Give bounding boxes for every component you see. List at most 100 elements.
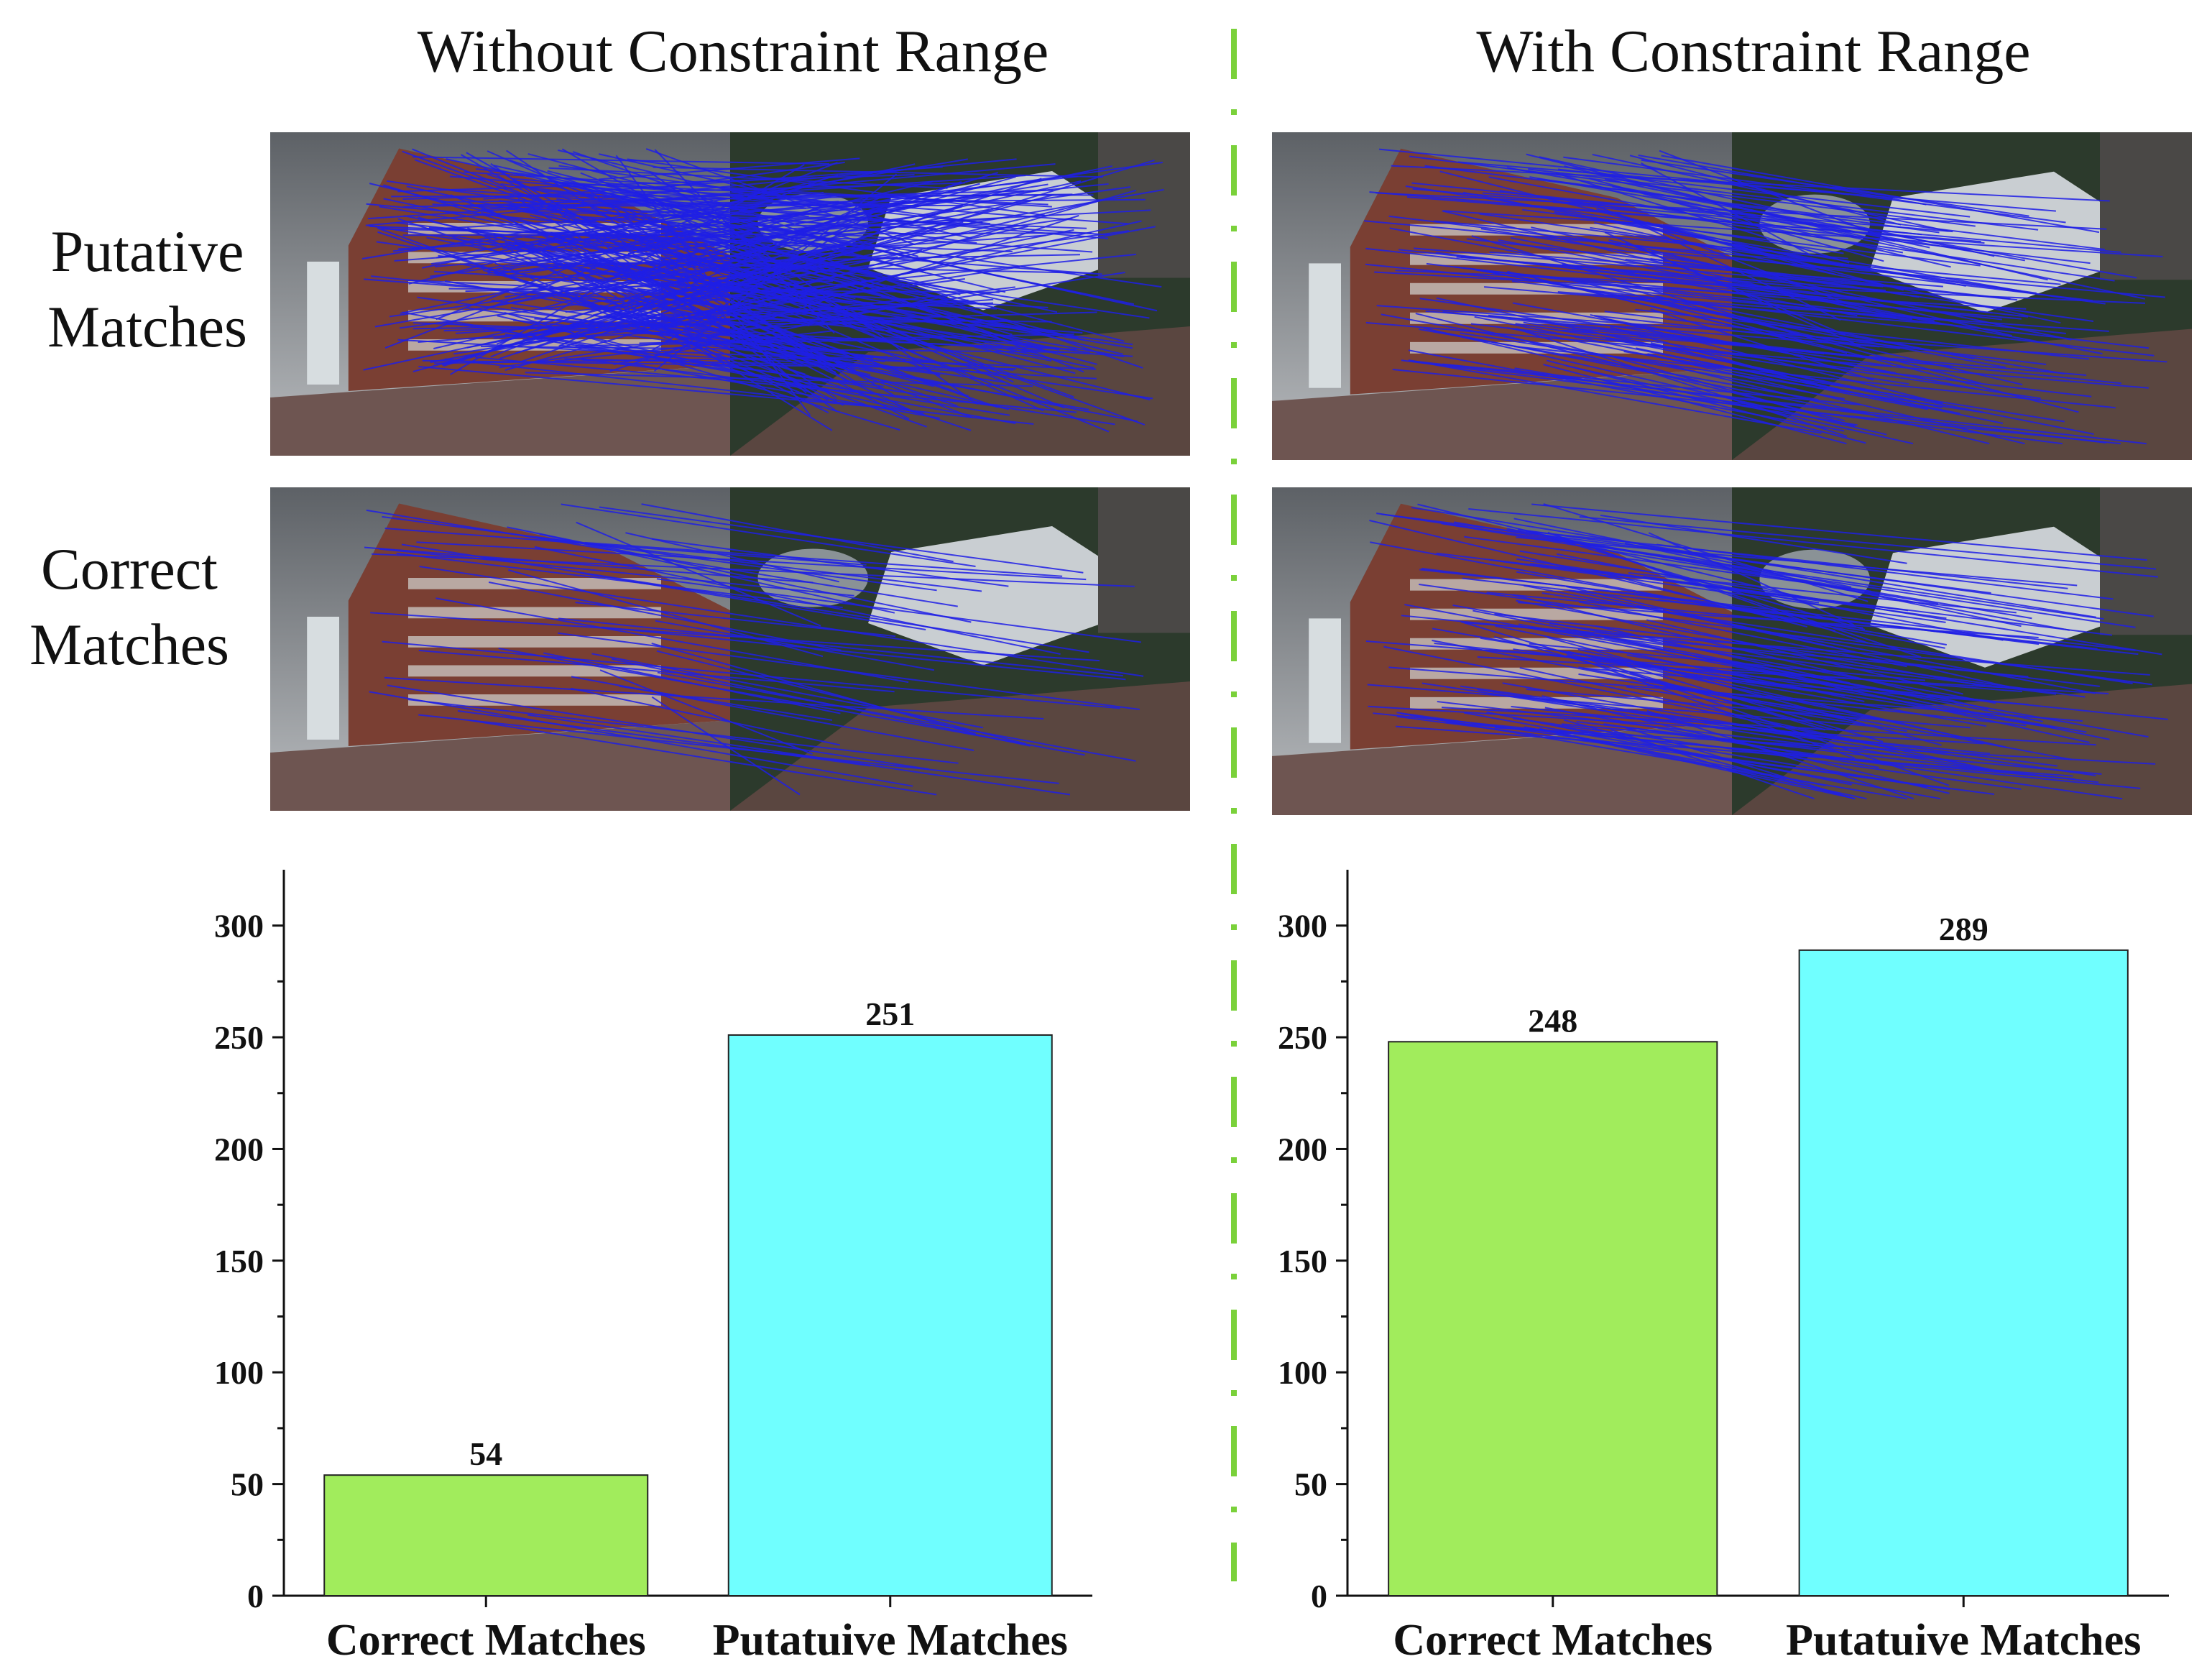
photo-window-row — [408, 694, 661, 706]
match-line — [1646, 710, 1914, 800]
photo-window-row — [1410, 341, 1663, 354]
match-line — [1656, 543, 2114, 600]
match-line — [1512, 717, 2022, 790]
y-tick-label: 200 — [1278, 1131, 1327, 1167]
match-line — [655, 620, 935, 671]
match-line — [487, 150, 1014, 383]
match-line — [418, 714, 1059, 784]
match-line — [382, 515, 937, 592]
match-line — [365, 163, 1056, 226]
match-line — [656, 650, 1026, 745]
bar-putative-matches — [1798, 949, 2129, 1596]
match-line — [1426, 262, 2149, 349]
match-line — [1396, 712, 1950, 790]
match-line — [622, 334, 940, 375]
match-line — [1442, 363, 1861, 406]
match-line — [561, 503, 976, 567]
photo-tower — [307, 262, 339, 385]
photo-left-correct — [270, 487, 1190, 811]
match-line — [382, 640, 1120, 709]
match-line — [1369, 191, 1985, 244]
match-line — [504, 333, 1010, 416]
match-line — [436, 597, 909, 684]
match-line — [1374, 271, 2027, 310]
match-line — [580, 172, 1084, 373]
match-line — [1519, 667, 2001, 773]
x-category-label: Putatuive Matches — [713, 1616, 1068, 1664]
match-line — [450, 194, 802, 346]
match-line — [641, 503, 954, 563]
match-line — [512, 178, 1128, 225]
match-line — [1392, 368, 2121, 445]
match-line — [422, 359, 1016, 370]
bar-data-label: 289 — [1939, 911, 1989, 947]
match-line — [417, 296, 885, 363]
match-line — [1562, 723, 2102, 775]
match-line — [367, 175, 1026, 220]
photo-right-putative — [1272, 132, 2192, 460]
match-line — [1437, 701, 1834, 748]
match-line — [1542, 695, 1950, 794]
match-line — [1470, 323, 2092, 397]
match-line — [633, 224, 852, 320]
match-line — [1435, 252, 1834, 300]
photo-plaza — [730, 681, 1190, 811]
match-line — [1506, 167, 2137, 279]
match-line — [657, 671, 1136, 762]
match-line — [1647, 353, 2025, 445]
x-category-label: Putatuive Matches — [1786, 1616, 2141, 1664]
match-line — [1543, 364, 1847, 445]
match-line — [540, 176, 1016, 310]
match-line — [457, 709, 871, 767]
match-line — [1409, 155, 1976, 227]
match-line — [419, 566, 1144, 677]
y-tick-label: 250 — [1278, 1019, 1327, 1056]
match-line — [1625, 242, 1846, 336]
match-line — [1531, 503, 2147, 561]
photo-rooftops — [2100, 132, 2192, 280]
match-line — [383, 198, 856, 300]
match-line — [1378, 148, 1849, 196]
match-line — [402, 232, 1092, 236]
match-line — [645, 222, 1058, 313]
match-line — [404, 215, 1036, 354]
match-line — [1404, 604, 1853, 690]
match-line — [599, 669, 813, 755]
match-line — [389, 217, 1073, 318]
photo-plaza — [1732, 328, 2192, 460]
match-line — [539, 533, 895, 614]
match-line — [1565, 585, 2010, 688]
match-line — [434, 270, 1049, 308]
match-line — [592, 194, 1054, 316]
match-line — [384, 528, 867, 566]
photo-rooftops — [1098, 132, 1190, 278]
match-line — [443, 188, 1110, 236]
match-line — [1468, 508, 2158, 578]
match-line — [1414, 247, 1884, 288]
match-line — [515, 160, 1155, 354]
left-column-title: Without Constraint Range — [417, 18, 1049, 85]
match-line — [1412, 360, 2147, 445]
match-line — [1562, 540, 2104, 620]
photo-window-row — [408, 607, 661, 619]
x-category-label: Correct Matches — [326, 1616, 646, 1664]
match-line — [656, 578, 1141, 643]
right-column-title: With Constraint Range — [1476, 18, 2031, 85]
match-line — [1513, 648, 1813, 692]
match-line — [1396, 725, 2073, 777]
bar-data-label: 251 — [865, 996, 915, 1032]
match-line — [599, 506, 1084, 574]
match-line — [1436, 552, 1909, 612]
photo-tower — [307, 617, 339, 740]
y-tick-label: 300 — [214, 908, 264, 944]
photo-right-correct — [1272, 487, 2192, 815]
match-line — [625, 532, 839, 583]
match-line — [1594, 221, 2061, 324]
match-line — [1464, 535, 1871, 592]
match-line — [418, 365, 886, 409]
match-line — [604, 315, 1138, 423]
match-line — [625, 285, 851, 366]
match-line — [1551, 375, 2106, 443]
match-line — [1460, 621, 1825, 731]
match-line — [1369, 520, 1836, 632]
